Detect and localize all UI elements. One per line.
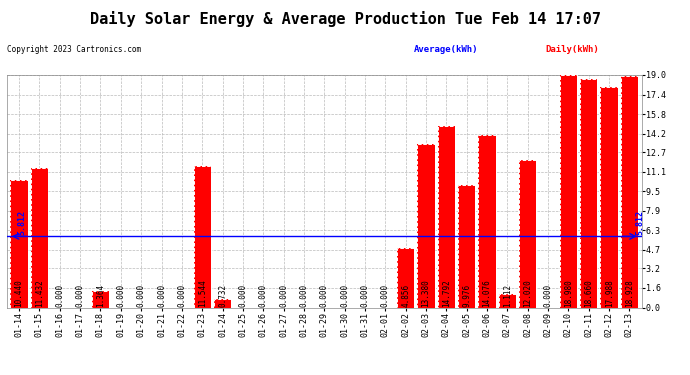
Text: 1.112: 1.112 [503,284,512,306]
Text: 12.020: 12.020 [523,279,532,306]
Text: 18.928: 18.928 [625,279,634,306]
Text: 0.000: 0.000 [117,284,126,306]
Bar [92,291,109,308]
Text: 0.000: 0.000 [76,284,85,306]
Bar [194,166,211,308]
Text: 14.792: 14.792 [442,279,451,306]
Bar [458,185,475,308]
Text: 0.000: 0.000 [544,284,553,306]
Bar [214,298,231,307]
Text: 11.544: 11.544 [198,279,207,306]
Text: 0.000: 0.000 [259,284,268,306]
Text: 0.000: 0.000 [239,284,248,306]
Text: 1.364: 1.364 [96,284,105,306]
Text: 0.000: 0.000 [279,284,288,306]
Text: 0.000: 0.000 [360,284,369,306]
Bar [194,166,211,308]
Text: 0.000: 0.000 [340,284,349,306]
Text: Daily Solar Energy & Average Production Tue Feb 14 17:07: Daily Solar Energy & Average Production … [90,11,600,27]
Text: 17.988: 17.988 [604,279,613,306]
Text: 0.732: 0.732 [218,284,227,306]
Bar [621,76,638,307]
Bar [31,168,48,308]
Text: 0.000: 0.000 [137,284,146,306]
Bar [437,126,455,308]
Text: 18.660: 18.660 [584,279,593,306]
Bar [478,135,495,308]
Text: 11.432: 11.432 [35,279,44,306]
Bar [92,291,109,308]
Bar [580,79,598,308]
Text: 0.000: 0.000 [299,284,308,306]
Bar [10,180,28,308]
Text: 0.000: 0.000 [55,284,64,306]
Text: 9.976: 9.976 [462,284,471,306]
Text: 0.000: 0.000 [177,284,186,306]
Text: 0.000: 0.000 [319,284,329,306]
Text: 5.812: 5.812 [635,210,644,234]
Bar [600,87,618,308]
Bar [417,144,435,308]
Bar [621,76,638,307]
Bar [417,144,435,308]
Bar [560,75,577,308]
Bar [519,160,536,308]
Text: Average(kWh): Average(kWh) [414,45,478,54]
Text: 0.000: 0.000 [157,284,166,306]
Bar [600,87,618,308]
Text: 14.076: 14.076 [482,279,491,306]
Bar [458,185,475,308]
Text: 0.000: 0.000 [381,284,390,306]
Bar [397,248,414,308]
Text: Daily(kWh): Daily(kWh) [545,45,599,54]
Bar [560,75,577,308]
Bar [214,298,231,307]
Text: 13.380: 13.380 [422,279,431,306]
Bar [437,126,455,308]
Text: Copyright 2023 Cartronics.com: Copyright 2023 Cartronics.com [7,45,141,54]
Bar [397,248,414,308]
Bar [499,294,516,307]
Bar [478,135,495,308]
Text: 5.812: 5.812 [18,210,27,234]
Bar [10,180,28,308]
Bar [31,168,48,308]
Text: 18.980: 18.980 [564,279,573,306]
Bar [580,79,598,308]
Text: 10.440: 10.440 [14,279,23,306]
Bar [499,294,516,307]
Bar [519,160,536,308]
Text: 4.856: 4.856 [401,284,410,306]
